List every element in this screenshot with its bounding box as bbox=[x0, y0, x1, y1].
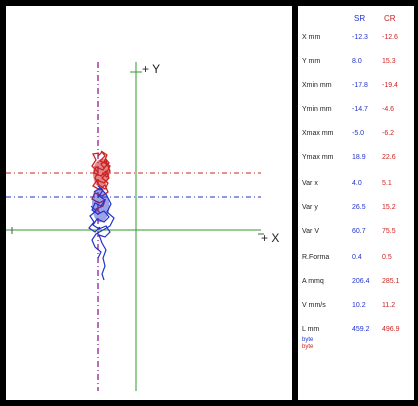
row-cr-value: 15.2 bbox=[382, 204, 396, 211]
row-cr-value: -6.2 bbox=[382, 130, 395, 137]
table-row: Ymin mm -14.7 -4.6 bbox=[298, 106, 414, 118]
footnote-cr: byte bbox=[302, 344, 314, 350]
row-sr-value: 26.5 bbox=[352, 204, 366, 211]
x-axis-label: + X bbox=[261, 231, 280, 245]
table-row: V mm/s 10.2 11.2 bbox=[298, 302, 414, 314]
table-row: R.Forma 0.4 0.5 bbox=[298, 254, 414, 266]
row-sr-value: -17.8 bbox=[352, 82, 368, 89]
row-sr-value: -12.3 bbox=[352, 34, 368, 41]
footnote-sr: byte bbox=[302, 337, 314, 343]
table-row: L mm 459.2 496.9 bbox=[298, 326, 414, 338]
table-row: Xmin mm -17.8 -19.4 bbox=[298, 82, 414, 94]
header-cr: CR bbox=[384, 14, 396, 23]
row-cr-value: -4.6 bbox=[382, 106, 395, 113]
row-label: Var y bbox=[302, 204, 318, 211]
table-row: X mm -12.3 -12.6 bbox=[298, 34, 414, 46]
row-cr-value: 15.3 bbox=[382, 58, 396, 65]
row-cr-value: 5.1 bbox=[382, 180, 392, 187]
row-label: Xmax mm bbox=[302, 130, 334, 137]
table-row: Var x 4.0 5.1 bbox=[298, 180, 414, 192]
row-label: R.Forma bbox=[302, 254, 330, 261]
row-sr-value: 60.7 bbox=[352, 228, 366, 235]
table-row: Xmax mm -5.0 -6.2 bbox=[298, 130, 414, 142]
table-row: Var V 60.7 75.5 bbox=[298, 228, 414, 240]
row-label: A mmq bbox=[302, 278, 324, 285]
sr-trajectory bbox=[88, 185, 115, 281]
cr-density-blob bbox=[93, 158, 110, 188]
y-axis-label: + Y bbox=[142, 62, 161, 76]
plot-svg bbox=[6, 62, 264, 391]
row-sr-value: 459.2 bbox=[352, 326, 370, 333]
row-cr-value: 22.6 bbox=[382, 154, 396, 161]
row-cr-value: 285.1 bbox=[382, 278, 400, 285]
sr-density-blob bbox=[92, 189, 110, 223]
statistics-table: SR CR X mm -12.3 -12.6 Y mm 8.0 15.3 Xmi… bbox=[298, 6, 414, 400]
row-sr-value: -5.0 bbox=[352, 130, 365, 137]
row-cr-value: 75.5 bbox=[382, 228, 396, 235]
row-label: Ymax mm bbox=[302, 154, 334, 161]
table-row: Y mm 8.0 15.3 bbox=[298, 58, 414, 70]
row-cr-value: 496.9 bbox=[382, 326, 400, 333]
row-cr-value: 11.2 bbox=[382, 302, 396, 309]
row-label: V mm/s bbox=[302, 302, 326, 309]
row-sr-value: 4.0 bbox=[352, 180, 362, 187]
stabilogram-plot: + Y + X bbox=[6, 6, 292, 400]
row-label: X mm bbox=[302, 34, 321, 41]
row-label: Var V bbox=[302, 228, 319, 235]
row-label: L mm bbox=[302, 326, 320, 333]
panel-divider bbox=[292, 6, 298, 400]
row-sr-value: 206.4 bbox=[352, 278, 370, 285]
row-cr-value: 0.5 bbox=[382, 254, 392, 261]
row-sr-value: 8.0 bbox=[352, 58, 362, 65]
row-label: Y mm bbox=[302, 58, 321, 65]
table-row: A mmq 206.4 285.1 bbox=[298, 278, 414, 290]
table-row: Ymax mm 18.9 22.6 bbox=[298, 154, 414, 166]
row-cr-value: -12.6 bbox=[382, 34, 398, 41]
row-sr-value: 18.9 bbox=[352, 154, 366, 161]
row-sr-value: 0.4 bbox=[352, 254, 362, 261]
table-row: Var y 26.5 15.2 bbox=[298, 204, 414, 216]
header-sr: SR bbox=[354, 14, 366, 23]
row-label: Ymin mm bbox=[302, 106, 332, 113]
row-sr-value: 10.2 bbox=[352, 302, 366, 309]
row-label: Var x bbox=[302, 180, 318, 187]
row-label: Xmin mm bbox=[302, 82, 332, 89]
row-sr-value: -14.7 bbox=[352, 106, 368, 113]
row-cr-value: -19.4 bbox=[382, 82, 398, 89]
